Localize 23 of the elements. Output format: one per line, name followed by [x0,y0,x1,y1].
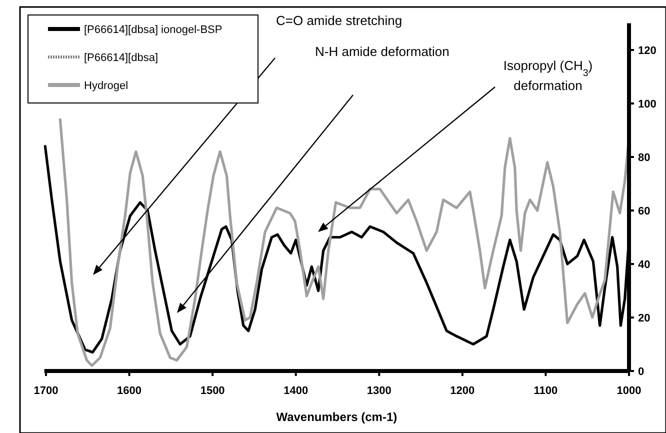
annotation: C=O amide stretching [276,13,402,28]
y-tick-label: 20 [638,312,650,324]
y-tick-label: 100 [638,98,656,110]
legend-label: Hydrogel [84,80,128,92]
x-tick-label: 1600 [117,385,142,397]
line-series [58,118,630,367]
x-tick-label: 1200 [450,385,475,397]
legend-label: [P66614][dbsa] ionogel-BSP [84,24,222,36]
y-tick-label: 120 [638,45,656,57]
x-tick-label: 1000 [616,385,642,397]
x-tick-label: 1500 [200,385,225,397]
x-axis-title: Wavenumbers (cm-1) [276,410,398,424]
x-tick-label: 1400 [284,385,308,397]
annotation: Isopropyl (CH$_{3}$) deformation [503,58,593,93]
x-tick-label: 1300 [366,385,392,397]
annotation: N-H amide deformation [315,44,450,59]
y-tick-label: 60 [638,206,650,218]
y-tick-label: 80 [638,152,650,164]
y-tick-label: 40 [638,259,650,271]
x-tick-label: 1700 [34,385,58,397]
legend-label: [P66614][dbsa] [84,52,158,64]
y-tick-label: 0 [638,366,644,378]
x-tick-label: 1100 [534,385,558,397]
